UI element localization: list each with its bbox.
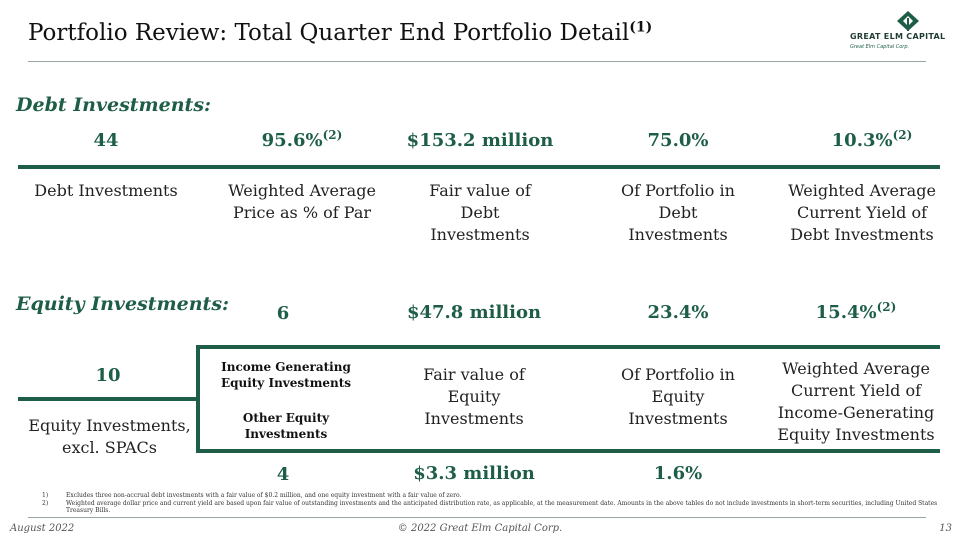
other-equity-fair-value: $3.3 million xyxy=(413,463,535,484)
equity-total-divider xyxy=(18,397,198,401)
equity-fair-value-label: Fair value of Equity Investments xyxy=(423,365,525,428)
income-equity-portfolio-pct: 23.4% xyxy=(647,302,709,323)
debt-fair-value: $153.2 million xyxy=(406,130,554,151)
equity-bracket-divider xyxy=(196,345,200,453)
equity-portfolio-label: Of Portfolio in Equity Investments xyxy=(621,365,735,428)
title-divider xyxy=(28,61,926,62)
debt-price-value: 95.6%(2) xyxy=(261,128,343,151)
debt-fair-value-label: Fair value of Debt Investments xyxy=(429,181,531,244)
page-number: 13 xyxy=(939,523,952,534)
title-footnote-ref: (1) xyxy=(629,19,653,36)
equity-top-divider xyxy=(196,345,940,349)
debt-count-value: 44 xyxy=(93,130,119,151)
page-title: Portfolio Review: Total Quarter End Port… xyxy=(28,19,653,46)
logo-text: GREAT ELM CAPITAL xyxy=(850,32,946,41)
income-equity-yield: 15.4%(2) xyxy=(815,300,897,323)
debt-portfolio-pct: 75.0% xyxy=(647,130,709,151)
debt-portfolio-label: Of Portfolio in Debt Investments xyxy=(621,181,735,244)
debt-yield-value: 10.3%(2) xyxy=(831,128,913,151)
footer-date: August 2022 xyxy=(10,523,75,534)
debt-yield-label: Weighted Average Current Yield of Debt I… xyxy=(788,181,936,244)
logo-subtext: Great Elm Capital Corp. xyxy=(850,44,910,50)
footer-divider xyxy=(28,517,926,518)
income-equity-fair-value: $47.8 million xyxy=(406,302,542,323)
debt-price-label: Weighted Average Price as % of Par xyxy=(228,181,376,222)
footnote-1-text: Excludes three non-accrual debt investme… xyxy=(66,492,462,499)
company-logo: GREAT ELM CAPITAL Great Elm Capital Corp… xyxy=(850,10,945,54)
footer-copyright: © 2022 Great Elm Capital Corp. xyxy=(397,523,563,534)
equity-bottom-divider xyxy=(196,449,940,453)
equity-total-label: Equity Investments, excl. SPACs xyxy=(28,416,191,457)
debt-count-label: Debt Investments xyxy=(34,181,178,200)
other-equity-count: 4 xyxy=(276,464,290,485)
footnote-2-text: Weighted average dollar price and curren… xyxy=(66,500,938,514)
equity-total-count: 10 xyxy=(95,365,121,386)
footnote-1-number: 1) xyxy=(42,492,49,499)
equity-yield-label: Weighted Average Current Yield of Income… xyxy=(777,359,935,444)
income-equity-count: 6 xyxy=(276,303,290,324)
debt-section-heading: Debt Investments: xyxy=(16,94,212,116)
income-equity-label: Income Generating Equity Investments xyxy=(220,360,352,390)
footnote-2-number: 2) xyxy=(42,500,49,507)
logo-mark-icon xyxy=(897,11,919,31)
other-equity-portfolio-pct: 1.6% xyxy=(653,463,703,484)
other-equity-label: Other Equity Investments xyxy=(242,411,330,441)
equity-section-heading: Equity Investments: xyxy=(16,293,230,315)
debt-divider xyxy=(18,165,940,169)
